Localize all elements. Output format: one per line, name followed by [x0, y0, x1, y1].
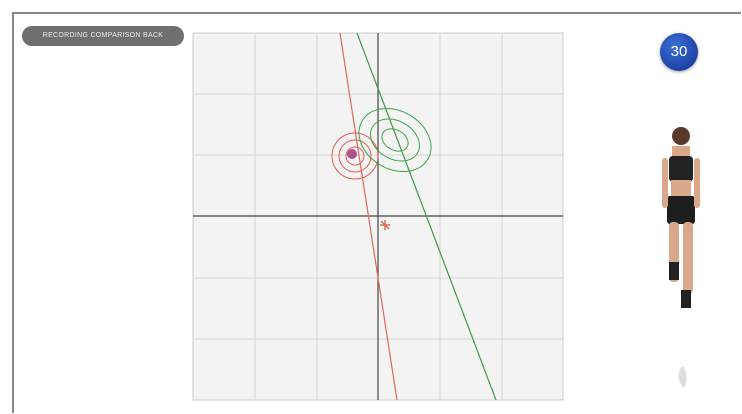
footprint: [679, 366, 687, 388]
plot: [0, 0, 742, 414]
person: [662, 127, 700, 308]
page: RECORDING COMPARISON BACK 30 (() => { co…: [0, 0, 742, 414]
count-badge: 30: [660, 33, 698, 71]
